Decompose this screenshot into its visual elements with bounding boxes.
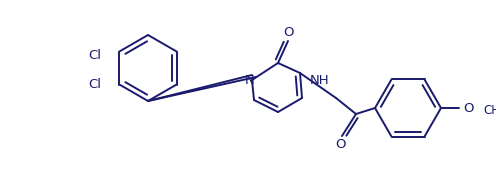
Text: Cl: Cl (88, 78, 101, 91)
Text: O: O (335, 137, 345, 151)
Text: N: N (245, 75, 255, 88)
Text: CH₃: CH₃ (483, 105, 496, 117)
Text: O: O (283, 26, 293, 40)
Text: NH: NH (310, 74, 330, 87)
Text: O: O (463, 102, 473, 115)
Text: Cl: Cl (88, 49, 101, 62)
